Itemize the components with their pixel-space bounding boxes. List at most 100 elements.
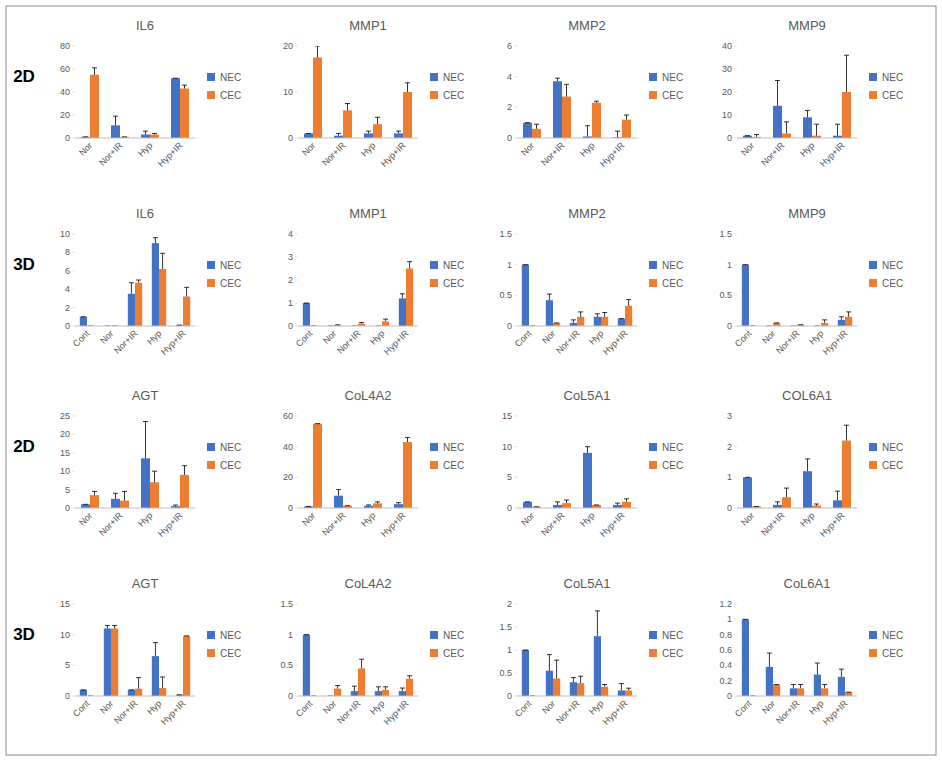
error-cap [805,110,810,111]
chart-title: CoL6A1 [784,576,831,591]
error-bar [112,625,117,628]
legend-swatch [207,443,215,451]
category-label: Nor [300,140,317,157]
bar [594,317,601,326]
error-cap [359,322,364,323]
row-label: 3D [13,625,35,644]
tick-label: 25 [60,411,70,421]
tick-label: 0 [727,133,732,143]
tick-mark [734,650,737,651]
error-bar [846,692,851,693]
error-cap [626,299,631,300]
error-bar [754,506,759,507]
category-label: Hyp+IR [379,140,408,169]
tick-mark [734,115,737,116]
error-cap [153,237,158,238]
category-label: Nor [739,140,756,157]
category-label: Cont [513,698,534,719]
legend-label: NEC [662,260,683,271]
error-bar [143,131,148,134]
tick-mark [734,680,737,681]
error-cap [173,78,178,79]
error-stem [115,116,116,125]
tick-label: 60 [283,411,293,421]
error-bar [555,78,560,81]
error-cap [113,116,118,117]
error-bar [571,320,576,323]
bar [821,688,828,696]
legend-swatch [649,631,657,639]
tick-label: 40 [60,87,70,97]
error-stem [573,320,574,323]
x-axis [75,508,195,509]
error-bar [602,685,607,687]
bar [618,319,625,326]
category-label: Nor [98,328,115,345]
tick-mark [734,69,737,70]
error-cap [136,280,141,281]
bar [406,269,413,327]
x-axis [298,138,418,139]
error-stem [317,46,318,58]
error-cap [555,78,560,79]
bar [313,424,322,508]
error-bar [594,101,599,103]
chart-title: AGT [132,576,159,591]
error-stem [114,625,115,628]
error-cap [624,498,629,499]
category-label: Nor+IR [759,140,787,168]
error-cap [602,684,607,685]
category-label: Nor [739,510,756,527]
error-bar [383,319,388,321]
error-stem [621,684,622,691]
bar [141,135,150,138]
category-label: Nor+IR [554,328,582,356]
category-label: Nor+IR [774,328,802,356]
error-stem [338,490,339,496]
error-stem [155,643,156,656]
error-stem [145,131,146,134]
error-stem [162,253,163,269]
panel: CoL5A1051015NorNor+IRHypHyp+IRNECCEC [502,388,683,539]
error-stem [94,68,95,75]
error-stem [115,493,116,499]
error-bar [315,46,320,58]
error-bar [105,625,110,628]
error-cap [784,121,789,122]
error-cap [844,425,849,426]
tick-label: 0 [507,321,512,331]
tick-label: 6 [65,266,70,276]
error-bar [554,660,559,678]
bar [845,317,852,326]
tick-mark [295,604,298,605]
error-bar [407,262,412,269]
tick-label: 1.2 [719,599,732,609]
bar [81,504,90,508]
category-label: Nor+IR [112,328,140,356]
error-bar [315,423,320,424]
error-bar [624,499,629,502]
legend-swatch [207,73,215,81]
error-stem [807,110,808,117]
tick-mark [295,326,298,327]
legend-swatch [869,279,877,287]
tick-label: 0.4 [719,660,732,670]
error-bar [564,500,569,503]
legend-swatch [430,91,438,99]
error-stem [807,459,808,471]
legend-label: NEC [220,260,241,271]
error-bar [815,663,820,675]
error-bar [136,280,141,283]
legend-swatch [430,261,438,269]
panel: MMP900.511.5ContNorNor+IRHypHyp+IRNECCEC [719,206,903,357]
tick-mark [295,508,298,509]
error-bar [375,117,380,124]
bar [403,92,412,138]
error-bar [113,493,118,499]
tick-label: 80 [60,41,70,51]
error-bar [615,131,620,137]
error-cap [754,506,759,507]
legend-swatch [869,73,877,81]
tick-mark [514,477,517,478]
error-bar [774,322,779,323]
